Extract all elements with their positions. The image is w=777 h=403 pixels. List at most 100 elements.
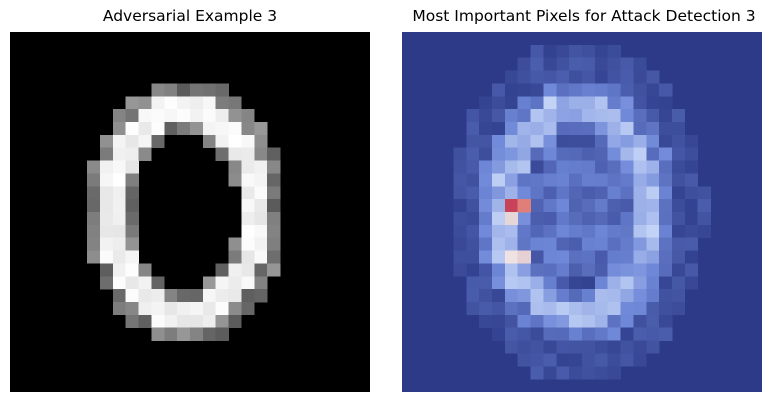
heatmap-pixel (633, 199, 647, 213)
heatmap-pixel (466, 173, 480, 187)
heatmap-pixel (453, 186, 467, 200)
heatmap-pixel (672, 186, 686, 200)
digit-pixel (241, 263, 255, 277)
digit-pixel (254, 289, 268, 303)
heatmap-pixel (517, 96, 531, 110)
digit-pixel (125, 314, 139, 328)
heatmap-pixel (517, 302, 531, 316)
heatmap-pixel (582, 109, 596, 123)
digit-pixel (87, 199, 101, 213)
heatmap-pixel (569, 173, 583, 187)
digit-pixel (177, 289, 191, 303)
digit-pixel (202, 314, 216, 328)
digit-pixel (267, 224, 281, 238)
heatmap-pixel (479, 302, 493, 316)
heatmap-pixel (697, 199, 711, 213)
digit-pixel (87, 224, 101, 238)
heatmap-pixel (633, 186, 647, 200)
heatmap-pixel (659, 314, 673, 328)
heatmap-pixel (504, 173, 518, 187)
digit-pixel (164, 96, 178, 110)
heatmap-pixel (697, 212, 711, 226)
heatmap-pixel (620, 289, 634, 303)
digit-pixel (228, 289, 242, 303)
heatmap-pixel (594, 263, 608, 277)
heatmap-pixel (684, 276, 698, 290)
heatmap-pixel (594, 160, 608, 174)
heatmap-pixel (582, 224, 596, 238)
heatmap-pixel (556, 173, 570, 187)
heatmap-pixel (556, 276, 570, 290)
heatmap-pixel (582, 276, 596, 290)
digit-pixel (125, 302, 139, 316)
heatmap-pixel (543, 353, 557, 367)
heatmap-pixel (620, 340, 634, 354)
digit-pixel (228, 134, 242, 148)
heatmap-pixel (492, 327, 506, 341)
heatmap-pixel (659, 96, 673, 110)
heatmap-pixel (556, 186, 570, 200)
heatmap-pixel (569, 96, 583, 110)
digit-pixel (125, 186, 139, 200)
digit-pixel (112, 199, 126, 213)
heatmap-pixel (543, 276, 557, 290)
digit-pixel (241, 160, 255, 174)
heatmap-pixel (479, 199, 493, 213)
heatmap-pixel (466, 212, 480, 226)
digit-pixel (267, 212, 281, 226)
digit-pixel (190, 327, 204, 341)
heatmap-pixel (530, 70, 544, 84)
digit-pixel (112, 147, 126, 161)
heatmap-pixel (659, 199, 673, 213)
heatmap-pixel (672, 224, 686, 238)
digit-pixel (254, 224, 268, 238)
heatmap-pixel (620, 302, 634, 316)
digit-pixel (125, 212, 139, 226)
heatmap-pixel (504, 224, 518, 238)
digit-pixel (228, 276, 242, 290)
digit-pixel (202, 302, 216, 316)
heatmap-pixel (479, 237, 493, 251)
digit-pixel (267, 250, 281, 264)
adversarial-example-panel: Adversarial Example 3 (10, 0, 370, 403)
heatmap-pixel (646, 263, 660, 277)
heatmap-pixel (633, 96, 647, 110)
heatmap-pixel (594, 237, 608, 251)
heatmap-pixel (479, 212, 493, 226)
digit-pixel (241, 109, 255, 123)
adversarial-example-title: Adversarial Example 3 (102, 7, 278, 25)
digit-pixel (100, 212, 114, 226)
digit-pixel (138, 263, 152, 277)
digit-pixel (254, 160, 268, 174)
heatmap-pixel (659, 122, 673, 136)
heatmap-pixel (607, 250, 621, 264)
heatmap-pixel (620, 160, 634, 174)
heatmap-pixel (504, 122, 518, 136)
digit-pixel (112, 173, 126, 187)
heatmap-pixel (620, 109, 634, 123)
heatmap-pixel (504, 160, 518, 174)
heatmap-pixel (517, 83, 531, 97)
heatmap-pixel (479, 250, 493, 264)
heatmap-pixel (492, 263, 506, 277)
digit-pixel (215, 83, 229, 97)
heatmap-pixel (646, 250, 660, 264)
heatmap-pixel (556, 83, 570, 97)
heatmap-pixel (620, 263, 634, 277)
heatmap-pixel (672, 276, 686, 290)
heatmap-pixel (582, 212, 596, 226)
digit-pixel (138, 134, 152, 148)
heatmap-pixel (569, 186, 583, 200)
heatmap-pixel (453, 263, 467, 277)
digit-pixel (125, 160, 139, 174)
digit-pixel (87, 237, 101, 251)
heatmap-pixel (543, 160, 557, 174)
heatmap-pixel (594, 366, 608, 380)
heatmap-hot-pixel (517, 199, 531, 213)
heatmap-pixel (556, 250, 570, 264)
digit-pixel (100, 263, 114, 277)
heatmap-pixel (684, 199, 698, 213)
heatmap-pixel (620, 147, 634, 161)
heatmap-pixel (633, 83, 647, 97)
digit-pixel (267, 173, 281, 187)
